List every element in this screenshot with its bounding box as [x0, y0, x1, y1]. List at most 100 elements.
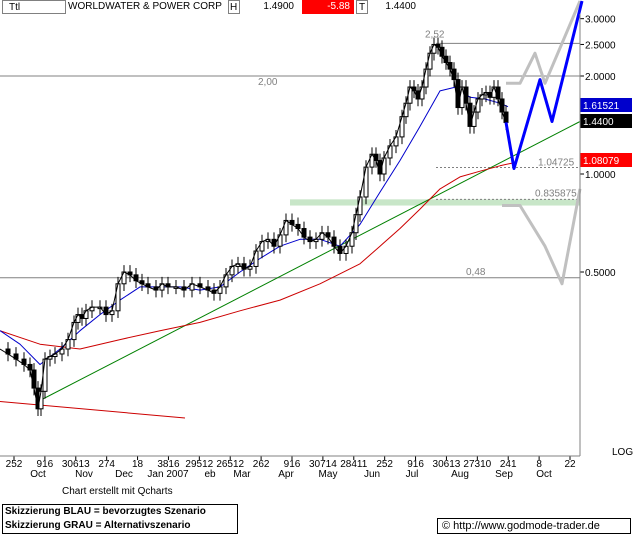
level-label: 0.835875: [535, 188, 577, 199]
y-tick-label: 2.5000: [585, 40, 616, 51]
candle-body: [83, 310, 89, 319]
source-link[interactable]: © http://www.godmode-trader.de: [437, 518, 631, 534]
close-line: [0, 44, 507, 410]
level-label: 1.04725: [538, 157, 575, 168]
candle-body: [439, 46, 445, 57]
candle-body: [403, 102, 409, 118]
x-tick-label: 30714: [309, 459, 337, 470]
scenario-legend: Skizzierung BLAU = bevorzugtes Szenario …: [2, 504, 238, 534]
last-label: T: [356, 0, 368, 14]
x-tick-label: 26512: [216, 459, 244, 470]
x-tick-label: 262: [253, 459, 270, 470]
last-value-text: 1.4400: [385, 1, 416, 12]
price-badge-label: 1.08079: [583, 156, 620, 167]
candle-body: [423, 68, 429, 88]
candle-body: [42, 358, 48, 392]
x-month-label: eb: [204, 469, 216, 480]
plot-area: [0, 14, 580, 455]
x-tick-label: 252: [6, 459, 23, 470]
source-url: http://www.godmode-trader.de: [453, 520, 600, 532]
candle-body: [499, 98, 505, 113]
x-tick-label: 274: [98, 459, 115, 470]
scenario-gray-lower: [502, 188, 582, 286]
x-tick-label: 241: [500, 459, 517, 470]
ma-short-line: [0, 86, 509, 365]
company-name-text: WORLDWATER & POWER CORP: [68, 1, 222, 12]
support-zone: [290, 199, 580, 206]
candle-body: [353, 214, 359, 234]
high-value: 1.4900: [242, 0, 300, 14]
scenario-gray-upper: [506, 0, 582, 85]
last-value: 1.4400: [370, 0, 416, 14]
x-tick-label: 22: [564, 459, 576, 470]
scenario-blue-path: [504, 0, 584, 170]
x-tick-label: 28411: [340, 459, 368, 470]
last-label-text: T: [359, 2, 366, 13]
x-tick-label: 916: [284, 459, 301, 470]
x-month-label: Mar: [233, 469, 251, 480]
copyright-icon: ©: [442, 520, 454, 532]
symbol-field[interactable]: Ttl: [2, 0, 66, 14]
x-tick-label: 29512: [185, 459, 213, 470]
price-badge-label: 1.61521: [583, 101, 620, 112]
company-name: WORLDWATER & POWER CORP: [68, 0, 226, 14]
candle-body: [447, 62, 453, 70]
x-tick-label: 8: [536, 459, 542, 470]
x-tick-label: 30613: [433, 459, 461, 470]
x-tick-label: 30613: [62, 459, 90, 470]
candle-body: [419, 86, 425, 100]
x-month-label: Oct: [30, 469, 46, 480]
ma-long-line: [0, 162, 513, 350]
x-tick-label: 18: [132, 459, 144, 470]
x-tick-label: 3816: [157, 459, 180, 470]
change-value-text: -5.88: [327, 1, 350, 12]
x-tick-label: 252: [376, 459, 393, 470]
legend-blue: Skizzierung BLAU = bevorzugtes Szenario: [5, 506, 206, 517]
descending-trendline: [0, 401, 186, 419]
x-month-label: Jan 2007: [147, 469, 189, 480]
x-month-label: Jul: [406, 469, 419, 480]
x-month-label: Nov: [75, 469, 93, 480]
x-month-label: May: [319, 469, 338, 480]
x-month-label: Oct: [536, 469, 552, 480]
x-month-label: Jun: [364, 469, 380, 480]
high-value-text: 1.4900: [263, 1, 294, 12]
level-label: 0,48: [466, 267, 486, 278]
candle-body: [407, 86, 413, 104]
candle-body: [503, 111, 509, 123]
y-tick-label: 1.0000: [585, 170, 616, 181]
change-badge: -5.88: [302, 0, 354, 14]
x-tick-label: 916: [37, 459, 54, 470]
candle-body: [495, 86, 501, 100]
x-tick-label: 27310: [463, 459, 491, 470]
candle-body: [471, 111, 477, 127]
price-badge: [580, 98, 632, 112]
y-tick-label: 2.0000: [585, 72, 616, 83]
candle-body: [463, 86, 469, 104]
candle-body: [455, 79, 461, 109]
price-badge-label: 1.4400: [583, 117, 614, 128]
legend-gray: Skizzierung GRAU = Alternativszenario: [5, 520, 191, 531]
x-month-label: Aug: [451, 469, 469, 480]
chart-credit: Chart erstellt mit Qcharts: [62, 486, 173, 497]
x-tick-label: 916: [407, 459, 424, 470]
candle-body: [31, 369, 37, 389]
x-month-label: Sep: [495, 469, 513, 480]
y-tick-label: 3.0000: [585, 15, 616, 26]
x-month-label: Apr: [278, 469, 294, 480]
y-tick-label: 0.5000: [585, 268, 616, 279]
price-badge: [580, 153, 632, 167]
level-label: 2,52: [425, 29, 445, 40]
level-label: 2,00: [258, 77, 278, 88]
high-label-text: H: [230, 2, 238, 13]
candle-body: [381, 157, 387, 175]
candle-body: [451, 68, 457, 81]
candle-body: [475, 98, 481, 113]
high-label: H: [228, 0, 240, 14]
price-badge: [580, 114, 632, 128]
candle-body: [357, 196, 363, 216]
x-month-label: Dec: [115, 469, 133, 480]
candle-body: [459, 86, 465, 109]
candle-body: [427, 52, 433, 70]
